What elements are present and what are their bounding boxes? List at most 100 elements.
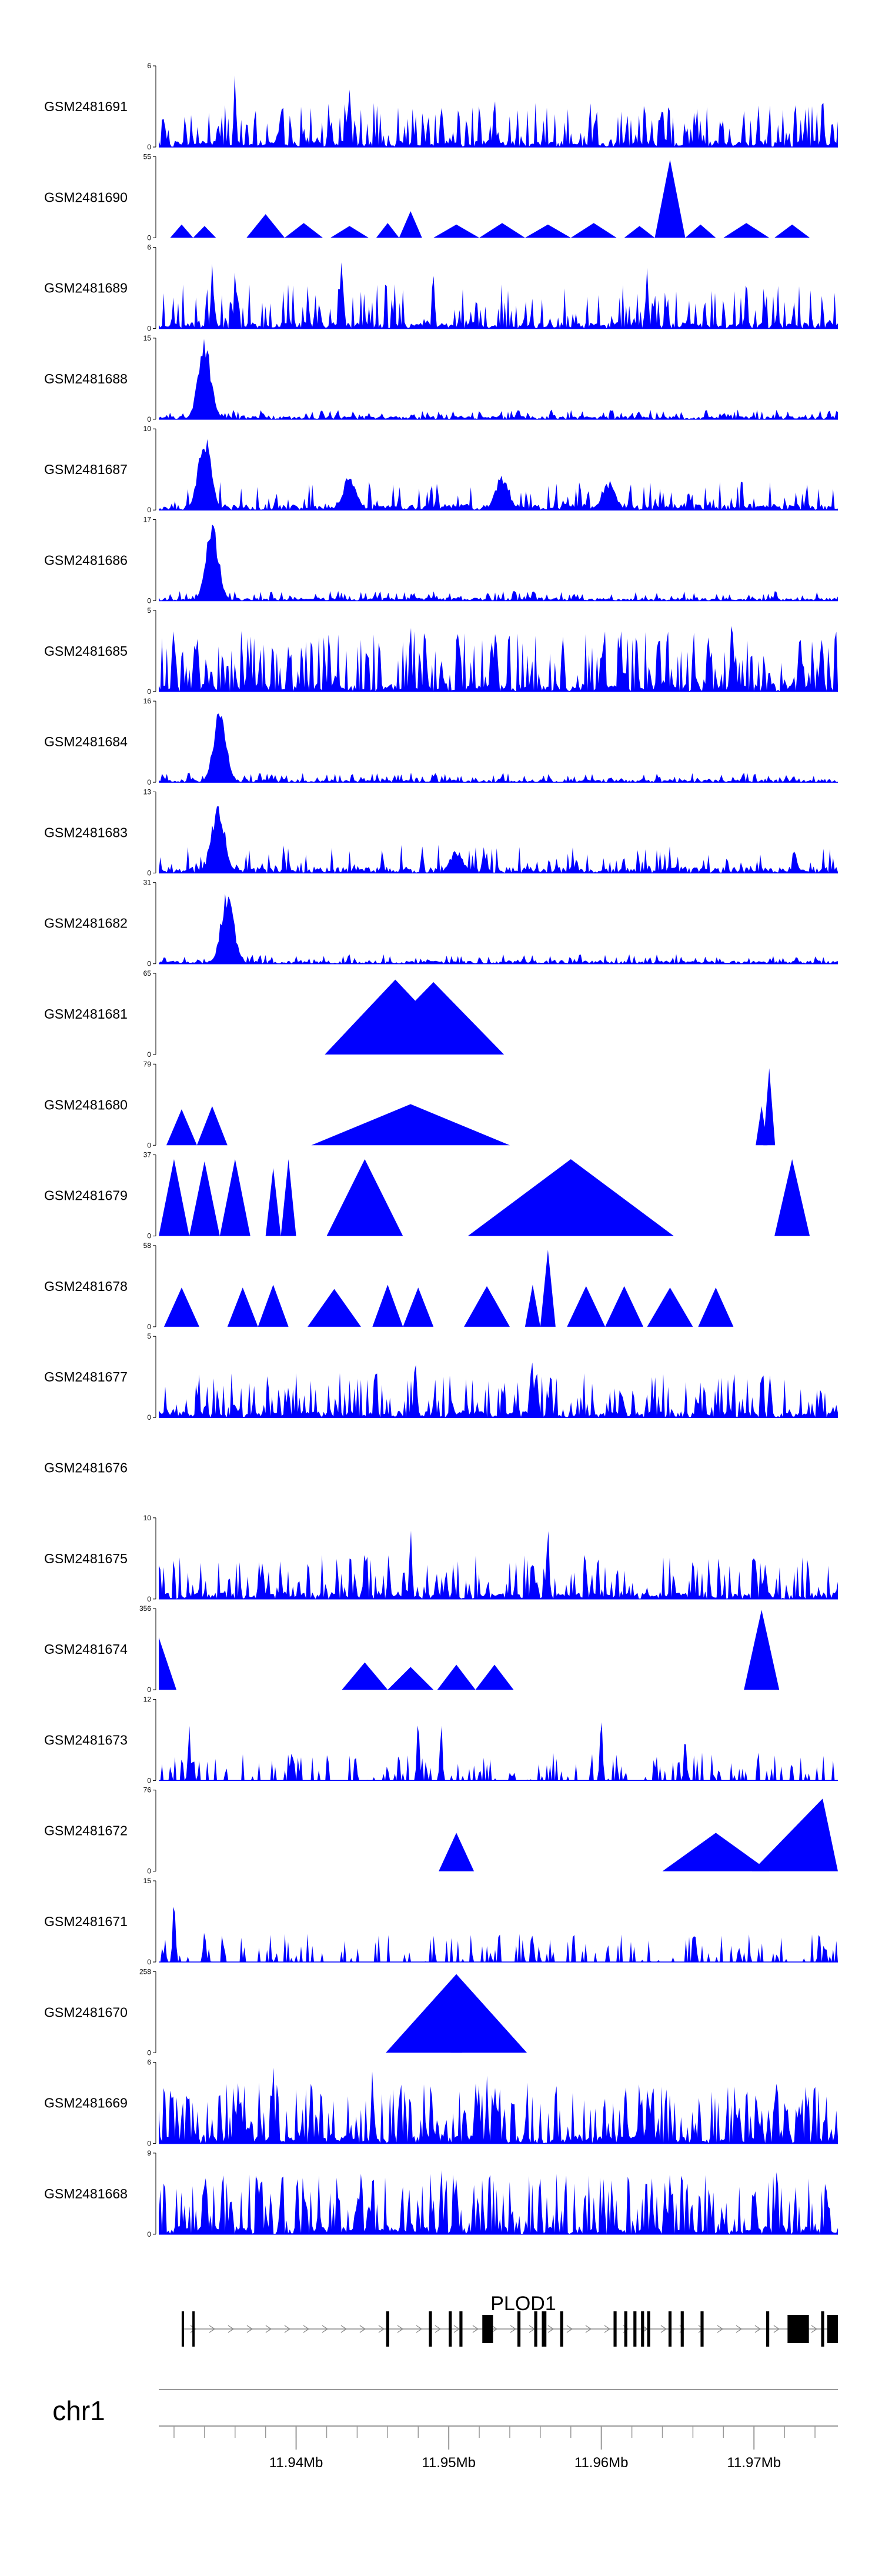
coverage-area [159, 439, 838, 510]
strand-arrow [604, 2325, 611, 2333]
track-GSM2481680: GSM2481680 79 0 [44, 1060, 776, 1149]
coverage-area [159, 75, 838, 147]
data-peak [698, 1287, 734, 1327]
track-GSM2481688: GSM2481688 15 0 [44, 334, 838, 423]
track-GSM2481674: GSM2481674 356 0 [44, 1604, 780, 1694]
strand-arrow [754, 2325, 761, 2333]
y-tick-label-min: 0 [147, 415, 151, 423]
strand-arrow [322, 2325, 329, 2333]
track-label: GSM2481685 [44, 643, 128, 659]
y-tick-label-max: 258 [139, 1967, 151, 1976]
coverage-area [159, 1722, 838, 1781]
strand-arrow [228, 2325, 235, 2333]
data-peak [159, 1637, 176, 1690]
y-tick-label-max: 37 [143, 1151, 152, 1159]
y-tick-label-max: 15 [143, 334, 152, 342]
data-peak [685, 224, 716, 238]
strand-arrow [284, 2325, 291, 2333]
y-tick-label-min: 0 [147, 143, 151, 151]
strand-arrow [717, 2325, 724, 2333]
track-GSM2481687: GSM2481687 10 0 [44, 425, 838, 514]
data-peak [399, 211, 422, 238]
coverage-area [159, 713, 838, 783]
gene-exon [700, 2311, 704, 2347]
y-tick-label-min: 0 [147, 869, 151, 877]
y-tick-label-max: 10 [143, 425, 152, 433]
strand-arrow [698, 2325, 705, 2333]
strand-arrow [547, 2325, 554, 2333]
data-peak [219, 1159, 250, 1236]
data-peak [189, 1161, 220, 1236]
data-peak [437, 1664, 476, 1690]
y-tick-label-max: 17 [143, 516, 152, 524]
coverage-area [159, 1907, 838, 1962]
y-tick-label-max: 76 [143, 1786, 152, 1794]
data-peak [647, 1287, 693, 1327]
data-peak [330, 226, 369, 238]
y-tick-label-min: 0 [147, 1141, 151, 1149]
genome-tick-label: 11.95Mb [422, 2455, 476, 2471]
gene-exon [641, 2311, 644, 2347]
y-tick-label-min: 0 [147, 1595, 151, 1603]
strand-arrow [190, 2325, 197, 2333]
gene-exon [482, 2315, 493, 2343]
track-GSM2481679: GSM2481679 37 0 [44, 1151, 810, 1240]
strand-arrow [811, 2325, 818, 2333]
y-tick-label-max: 16 [143, 697, 152, 705]
chromosome-label: chr1 [52, 2395, 105, 2426]
data-peak [227, 1287, 258, 1327]
gene-exon [680, 2311, 684, 2347]
data-peak [475, 1664, 514, 1690]
data-peak [246, 214, 285, 238]
strand-arrow [566, 2325, 573, 2333]
y-tick-label-max: 55 [143, 152, 152, 161]
strand-arrow [453, 2325, 460, 2333]
track-label: GSM2481670 [44, 2004, 128, 2020]
track-label: GSM2481688 [44, 371, 128, 386]
track-label: GSM2481687 [44, 462, 128, 477]
data-peak [386, 1974, 527, 2053]
gene-exon [647, 2311, 650, 2347]
strand-arrow [378, 2325, 385, 2333]
track-GSM2481672: GSM2481672 76 0 [44, 1786, 838, 1876]
gene-exon [534, 2311, 537, 2347]
track-label: GSM2481673 [44, 1732, 128, 1747]
data-peak [159, 1159, 189, 1236]
data-peak [570, 223, 617, 238]
y-tick-label-max: 31 [143, 879, 152, 887]
coverage-area [159, 262, 838, 329]
track-label: GSM2481671 [44, 1914, 128, 1929]
y-tick-label-min: 0 [147, 597, 151, 605]
track-label: GSM2481683 [44, 825, 128, 840]
data-peak [265, 1167, 281, 1236]
gene-exon [459, 2311, 463, 2347]
y-tick-label-max: 79 [143, 1060, 152, 1068]
y-tick-label-max: 10 [143, 1514, 152, 1522]
track-label: GSM2481681 [44, 1006, 128, 1022]
y-tick-label-min: 0 [147, 1413, 151, 1422]
data-peak [433, 224, 480, 238]
data-peak [467, 1159, 674, 1236]
track-label: GSM2481677 [44, 1369, 128, 1384]
genome-tick-label: 11.96Mb [574, 2455, 629, 2471]
gene-exon [192, 2311, 195, 2347]
track-GSM2481683: GSM2481683 13 0 [44, 788, 838, 877]
data-peak [342, 1662, 388, 1690]
coverage-area [159, 2170, 838, 2234]
track-GSM2481668: GSM2481668 9 0 [44, 2149, 838, 2238]
strand-arrow [736, 2325, 743, 2333]
y-tick-label-max: 6 [147, 243, 151, 252]
y-tick-label-min: 0 [147, 325, 151, 333]
coverage-area [159, 1530, 838, 1599]
gene-exon [429, 2311, 432, 2347]
y-tick-label-min: 0 [147, 2230, 151, 2238]
y-tick-label-max: 65 [143, 969, 152, 977]
coverage-area [159, 806, 838, 873]
track-GSM2481670: GSM2481670 258 0 [44, 1967, 527, 2057]
track-GSM2481690: GSM2481690 55 0 [44, 152, 810, 242]
data-peak [567, 1286, 606, 1327]
track-label: GSM2481679 [44, 1188, 128, 1203]
track-label: GSM2481672 [44, 1823, 128, 1838]
strand-arrow [585, 2325, 592, 2333]
